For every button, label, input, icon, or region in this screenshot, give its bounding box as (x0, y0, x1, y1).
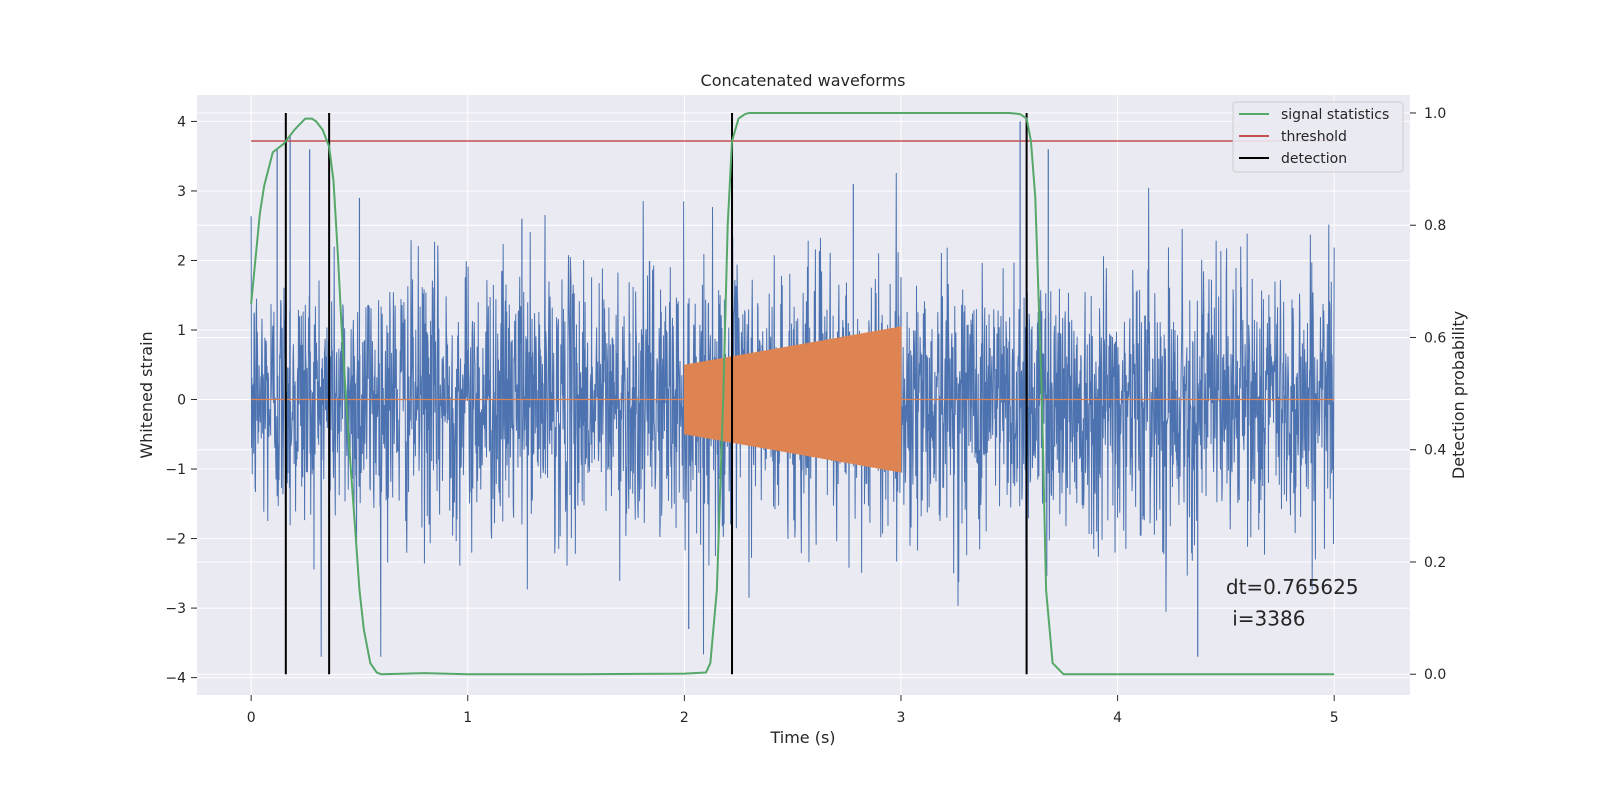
y-right-tick-label: 0.2 (1424, 555, 1446, 571)
y-left-tick-label: −2 (165, 532, 186, 548)
y-right-tick-label: 0.6 (1424, 330, 1446, 346)
legend: signal statistics threshold detection (1232, 101, 1404, 173)
x-tick-label: 3 (897, 710, 906, 726)
y-right-tick-label: 0.4 (1424, 443, 1446, 459)
y-left-tick-label: 3 (177, 184, 186, 200)
annotation-i: i=3386 (1226, 606, 1306, 630)
x-tick-label: 5 (1330, 710, 1339, 726)
plot-clip-group (250, 111, 1335, 676)
y-right-tick-label: 1.0 (1424, 106, 1446, 122)
svg-text:i=3386: i=3386 (1226, 606, 1306, 630)
plot-series (250, 111, 1335, 676)
y-left-tick-label: −1 (165, 462, 186, 478)
legend-label-detection: detection (1281, 151, 1347, 167)
chart-title: Concatenated waveforms (701, 71, 906, 90)
axes: 0 1 2 3 4 5 4 3 2 1 0 −1 −2 −3 −4 1.0 0.8 0.6 0.4 0.2 0.0 (165, 106, 1446, 726)
y-axis-label-left: Whitened strain (137, 331, 156, 458)
x-tick-label: 1 (463, 710, 472, 726)
x-axis-label: Time (s) (769, 728, 835, 747)
y-left-tick-label: 1 (177, 323, 186, 339)
y-axis-label-right: Detection probability (1449, 311, 1468, 479)
legend-box (1232, 101, 1404, 173)
legend-label-signal-statistics: signal statistics (1281, 107, 1389, 123)
y-right-tick-label: 0.0 (1424, 667, 1446, 683)
strain-noise-line (250, 172, 1335, 657)
injected-chirp (683, 326, 902, 473)
y-left-tick-label: −4 (165, 671, 186, 687)
y-left-tick-label: −3 (165, 601, 186, 617)
x-tick-label: 2 (680, 710, 689, 726)
y-right-tick-label: 0.8 (1424, 218, 1446, 234)
signal-statistics-line (250, 111, 1335, 676)
annotation-dt: dt=0.765625 (1226, 575, 1359, 599)
legend-label-threshold: threshold (1281, 129, 1347, 145)
x-tick-label: 4 (1113, 710, 1122, 726)
y-left-tick-label: 4 (177, 114, 186, 130)
x-tick-label: 0 (247, 710, 256, 726)
y-left-tick-label: 0 (177, 393, 186, 409)
svg-text:dt=0.765625: dt=0.765625 (1226, 575, 1359, 599)
y-left-tick-label: 2 (177, 253, 186, 269)
